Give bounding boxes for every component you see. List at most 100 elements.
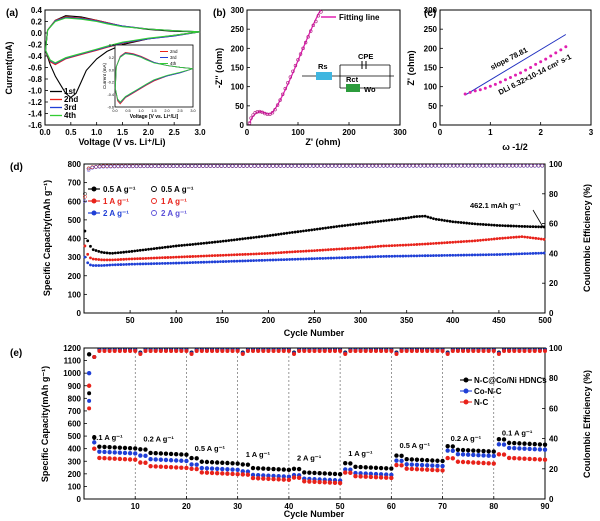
panel-d-capacity-point — [459, 253, 463, 257]
panel-b-xtick-label: 0 — [245, 128, 250, 137]
panel-d-ytick-label: 700 — [68, 179, 82, 188]
panel-d-ytick-label: 0 — [77, 309, 82, 318]
panel-e-capacity-point — [343, 467, 348, 472]
panel-e-xtick-label: 90 — [541, 502, 550, 511]
panel-e-rate-label: 0.2 A g⁻¹ — [451, 434, 482, 443]
panel-b-xtick-label: 100 — [291, 128, 305, 137]
panel-d-capacity-point — [196, 260, 200, 264]
panel-d-capacity-point — [180, 244, 184, 247]
panel-c-data-point — [544, 57, 548, 61]
panel-e-capacity-point — [143, 460, 148, 465]
panel-d-capacity-point — [127, 250, 131, 254]
panel-e-capacity-point — [266, 473, 271, 478]
panel-d-capacity-point — [346, 256, 350, 259]
panel-d-capacity-point — [160, 262, 164, 265]
panel-d-capacity-point — [230, 253, 233, 257]
panel-d-efficiency-point — [363, 164, 368, 168]
panel-c-slope-annotation: slope 78.81 — [489, 45, 529, 71]
panel-d-capacity-point — [152, 262, 156, 266]
panel-e-capacity-point — [291, 466, 297, 471]
panel-a-inset-ylabel: Current (mA) — [102, 63, 107, 90]
panel-e-efficiency-point — [348, 349, 353, 354]
panel-e-capacity-point — [122, 457, 128, 462]
panel-b-data-point — [270, 111, 275, 115]
panel-d-efficiency-point — [396, 164, 401, 168]
panel-a-xtick-label: 2.5 — [169, 128, 181, 137]
panel-e-efficiency-point — [169, 349, 174, 354]
panel-d-capacity-point — [83, 244, 87, 248]
panel-d-xtick-label: 450 — [492, 316, 506, 325]
panel-e-capacity-point — [153, 464, 158, 469]
panel-e-xtick-label: 50 — [336, 502, 345, 511]
panel-e-capacity-point — [378, 465, 384, 471]
panel-e-capacity-point — [184, 452, 189, 457]
panel-d-capacity-point — [476, 253, 480, 257]
panel-d-capacity-point — [481, 238, 485, 242]
panel-e-capacity-point — [517, 456, 522, 461]
panel-e-capacity-point — [363, 465, 368, 470]
panel-c-data-point — [463, 92, 467, 96]
panel-d-capacity-point — [523, 252, 527, 256]
panel-e-ytick-label: 0 — [77, 495, 82, 504]
panel-d-cycling-chart: (d) Cycle Number Specific Capacity(mAh g… — [10, 160, 592, 338]
panel-d-capacity-point — [515, 235, 518, 239]
panel-e-xtick-label: 10 — [131, 502, 140, 511]
panel-d-capacity-point — [268, 251, 272, 255]
panel-d-capacity-point — [418, 254, 422, 258]
panel-e-capacity-point — [501, 442, 507, 447]
panel-e-efficiency-point — [322, 349, 327, 354]
panel-d-capacity-point — [205, 260, 209, 264]
panel-b-data-point — [268, 112, 272, 116]
panel-c-data-point — [488, 84, 492, 88]
panel-d-capacity-point — [102, 263, 106, 267]
panel-d-capacity-point — [304, 249, 308, 253]
panel-d-efficiency-point — [94, 165, 98, 169]
panel-d-capacity-point — [401, 243, 405, 247]
panel-d-capacity-point — [362, 246, 366, 249]
panel-a-label: (a) — [6, 8, 18, 19]
panel-d-capacity-point — [232, 259, 236, 263]
panel-d-capacity-point — [462, 253, 466, 257]
panel-d-legend-swatch-hollow — [151, 210, 157, 216]
panel-d-legend: 0.5 A g⁻¹ 0.5 A g⁻¹ 1 A g⁻¹ 1 A g⁻¹ 2 A g⁻¹ 2… — [88, 185, 194, 218]
panel-c-ytick-label: 50 — [428, 102, 437, 111]
panel-b-data-point — [278, 98, 282, 102]
panel-b-data-point — [319, 10, 323, 14]
panel-e-efficiency-point — [379, 349, 384, 354]
panel-e-capacity-point — [174, 452, 179, 457]
panel-d-efficiency-point — [282, 164, 286, 168]
panel-d-capacity-point — [506, 224, 510, 228]
panel-d-efficiency-point — [289, 164, 294, 168]
panel-d-capacity-point — [136, 257, 139, 261]
panel-e-xtick-label: 20 — [182, 502, 191, 511]
panel-d-capacity-point — [393, 218, 397, 221]
panel-d-capacity-point — [490, 237, 493, 241]
panel-b-ytick-label: 150 — [231, 64, 245, 73]
panel-e-efficiency-point — [389, 349, 394, 354]
panel-d-capacity-point — [329, 225, 333, 229]
panel-a-xtick-label: 1.5 — [117, 128, 129, 137]
panel-d-capacity-point — [332, 256, 336, 260]
panel-d-capacity-point — [260, 235, 264, 238]
panel-d-capacity-point — [396, 254, 399, 258]
panel-e-efficiency-point — [496, 352, 501, 357]
panel-d-efficiency-point — [234, 164, 238, 168]
panel-e-capacity-point — [491, 453, 496, 459]
panel-d-capacity-point — [177, 255, 181, 259]
panel-d-capacity-point — [501, 224, 504, 228]
panel-e-efficiency-point — [476, 349, 481, 354]
panel-d-capacity-point — [155, 246, 159, 250]
panel-e-capacity-point — [158, 457, 164, 462]
panel-e-capacity-point — [220, 466, 225, 472]
panel-d-capacity-point — [434, 217, 438, 221]
panel-d-capacity-point — [89, 244, 92, 248]
panel-c-ytick-label: 0 — [433, 121, 438, 130]
panel-d-efficiency-point — [389, 164, 393, 168]
panel-d-capacity-point — [111, 263, 114, 267]
panel-e-capacity-point — [455, 447, 461, 452]
panel-d-capacity-point — [357, 246, 361, 250]
panel-d-legend-efficiency-label: 2 A g⁻¹ — [161, 209, 187, 218]
panel-d-capacity-point — [459, 221, 463, 224]
panel-d-capacity-point — [257, 259, 261, 262]
